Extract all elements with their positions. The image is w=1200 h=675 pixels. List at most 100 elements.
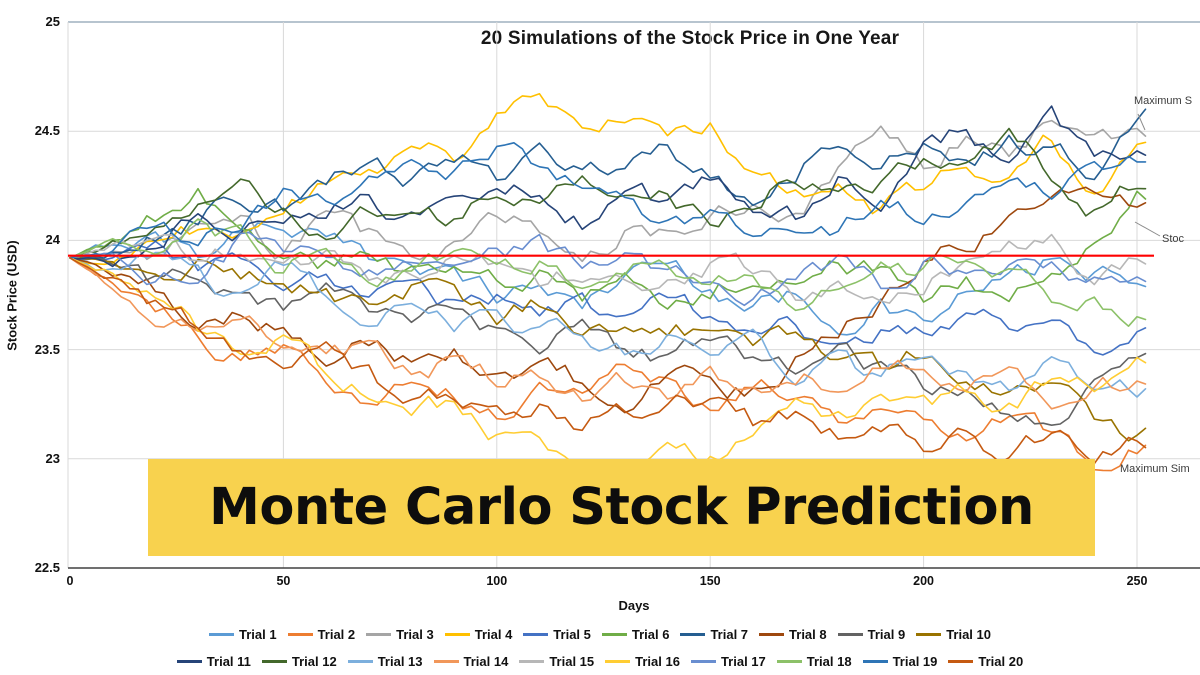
legend-item-trial-3: Trial 3 — [366, 627, 434, 642]
legend-label: Trial 15 — [549, 653, 595, 669]
legend-item-trial-6: Trial 6 — [601, 626, 670, 642]
reference-price-label: Stoc — [1162, 233, 1185, 245]
legend-label: Trial 20 — [978, 653, 1024, 669]
series-line-trial-12 — [69, 127, 1147, 259]
series-line-trial-15 — [69, 233, 1147, 304]
legend-item-trial-15: Trial 15 — [519, 654, 594, 669]
legend-item-trial-4: Trial 4 — [444, 626, 513, 642]
legend-item-trial-1: Trial 1 — [208, 626, 277, 642]
x-tick-0: 0 — [66, 574, 74, 588]
legend-swatch — [366, 632, 392, 636]
legend-label: Trial 8 — [789, 626, 827, 642]
legend-label: Trial 3 — [396, 626, 434, 642]
legend-item-trial-7: Trial 7 — [680, 627, 748, 642]
legend-label: Trial 12 — [291, 653, 337, 669]
series-line-trial-7 — [69, 108, 1147, 259]
x-tick-100: 100 — [486, 574, 508, 588]
y-tick-23: 23 — [45, 450, 60, 466]
chart-title: 20 Simulations of the Stock Price in One… — [480, 28, 900, 49]
y-tick-23.5: 23.5 — [34, 341, 60, 357]
legend-label: Trial 11 — [206, 653, 251, 669]
legend-label: Trial 16 — [635, 653, 680, 669]
y-tick-24.5: 24.5 — [34, 123, 60, 139]
series-line-trial-4 — [69, 93, 1147, 266]
x-tick-50: 50 — [276, 574, 291, 588]
series-line-trial-5 — [69, 240, 1147, 356]
banner-text: Monte Carlo Stock Prediction — [209, 478, 1034, 537]
plot-area — [67, 21, 1200, 569]
legend-label: Trial 9 — [867, 626, 906, 642]
legend-label: Trial 17 — [720, 653, 766, 669]
banner: Monte Carlo Stock Prediction — [148, 459, 1095, 556]
legend-row-1: Trial 1 Trial 2 Trial 3 Trial 4 Trial 5 Trial… — [0, 621, 1200, 647]
legend-item-trial-20: Trial 20 — [948, 654, 1023, 669]
series-line-trial-9 — [69, 257, 1147, 427]
legend-swatch — [601, 632, 627, 636]
legend-label: Trial 10 — [946, 626, 991, 642]
legend-item-trial-9: Trial 9 — [837, 626, 906, 642]
minimum-simulation-label: Maximum Sim — [1120, 463, 1190, 475]
legend-swatch — [433, 659, 459, 663]
legend-swatch — [862, 659, 888, 663]
legend-swatch — [261, 659, 287, 663]
legend-row-2: Trial 11 Trial 12 Trial 13 Trial 14 Trial 15… — [0, 648, 1200, 674]
series-line-trial-20 — [69, 257, 1147, 465]
series-line-trial-17 — [69, 231, 1147, 307]
legend-swatch — [837, 632, 863, 636]
legend-item-trial-19: Trial 19 — [862, 653, 938, 669]
series-line-trial-19 — [69, 142, 1147, 259]
series-line-trial-10 — [69, 256, 1147, 442]
y-tick-24: 24 — [45, 232, 60, 248]
legend-label: Trial 7 — [710, 626, 749, 642]
x-tick-250: 250 — [1126, 574, 1148, 588]
x-axis-title: Days — [618, 598, 650, 613]
legend-item-trial-12: Trial 12 — [261, 653, 337, 669]
legend-item-trial-17: Trial 17 — [690, 653, 766, 669]
series-line-trial-18 — [69, 218, 1147, 328]
legend-swatch — [776, 659, 802, 663]
y-axis-title: Stock Price (USD) — [4, 240, 20, 351]
legend-label: Trial 1 — [238, 626, 277, 642]
x-tick-200: 200 — [913, 574, 935, 588]
legend-label: Trial 19 — [892, 653, 938, 669]
legend-item-trial-16: Trial 16 — [605, 654, 680, 669]
legend-swatch — [948, 659, 974, 663]
legend-item-trial-13: Trial 13 — [347, 653, 423, 669]
legend-label: Trial 18 — [806, 653, 852, 669]
series-line-trial-8 — [69, 186, 1147, 414]
legend-swatch — [519, 659, 545, 663]
y-tick-22.5: 22.5 — [34, 560, 60, 575]
legend-swatch — [759, 632, 785, 636]
legend-label: Trial 5 — [553, 626, 591, 642]
legend-swatch — [690, 659, 716, 663]
x-tick-150: 150 — [699, 574, 721, 588]
maximum-simulation-label: Maximum S — [1134, 95, 1193, 107]
series-line-trial-16 — [69, 257, 1147, 478]
legend-item-trial-2: Trial 2 — [287, 626, 356, 642]
series-line-trial-6 — [69, 187, 1147, 310]
legend-label: Trial 13 — [377, 653, 423, 669]
legend-swatch — [605, 659, 631, 663]
legend-swatch — [523, 632, 549, 636]
legend-item-trial-5: Trial 5 — [523, 627, 591, 642]
y-tick-25: 25 — [45, 14, 60, 29]
legend-item-trial-18: Trial 18 — [776, 653, 852, 669]
legend-label: Trial 14 — [463, 653, 509, 669]
series-line-trial-13 — [69, 251, 1147, 398]
legend-item-trial-10: Trial 10 — [916, 627, 991, 642]
legend-label: Trial 2 — [317, 626, 356, 642]
series-line-trial-2 — [69, 257, 1147, 472]
legend-swatch — [680, 632, 706, 636]
legend-item-trial-11: Trial 11 — [176, 653, 251, 669]
legend-item-trial-8: Trial 8 — [759, 627, 827, 642]
legend-swatch — [208, 632, 234, 636]
legend-label: Trial 4 — [474, 626, 513, 642]
legend-swatch — [347, 659, 373, 663]
series-line-trial-11 — [69, 105, 1147, 268]
legend-swatch — [176, 659, 202, 663]
legend-swatch — [287, 632, 313, 636]
legend-swatch — [444, 632, 470, 636]
legend-swatch — [916, 632, 942, 636]
legend-label: Trial 6 — [631, 626, 670, 642]
